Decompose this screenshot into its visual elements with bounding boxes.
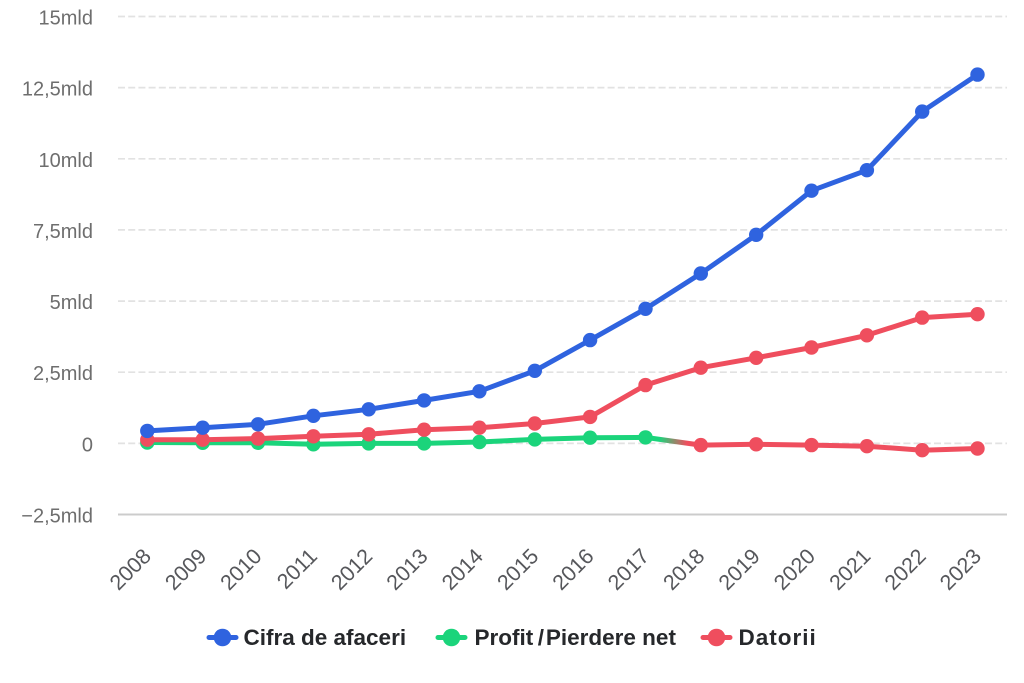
svg-text:−2,5mld: −2,5mld — [21, 506, 93, 528]
svg-text:2,5mld: 2,5mld — [33, 363, 93, 385]
svg-text:Datorii: Datorii — [739, 625, 817, 650]
svg-text:5mld: 5mld — [50, 292, 93, 314]
svg-text:Cifra de afaceri: Cifra de afaceri — [244, 625, 407, 650]
svg-text:Profit / Pierdere net: Profit / Pierdere net — [475, 625, 677, 650]
svg-text:7,5mld: 7,5mld — [33, 221, 93, 243]
svg-text:10mld: 10mld — [39, 150, 93, 172]
svg-text:15mld: 15mld — [39, 8, 93, 30]
svg-text:12,5mld: 12,5mld — [22, 79, 93, 101]
svg-text:0: 0 — [82, 434, 93, 456]
